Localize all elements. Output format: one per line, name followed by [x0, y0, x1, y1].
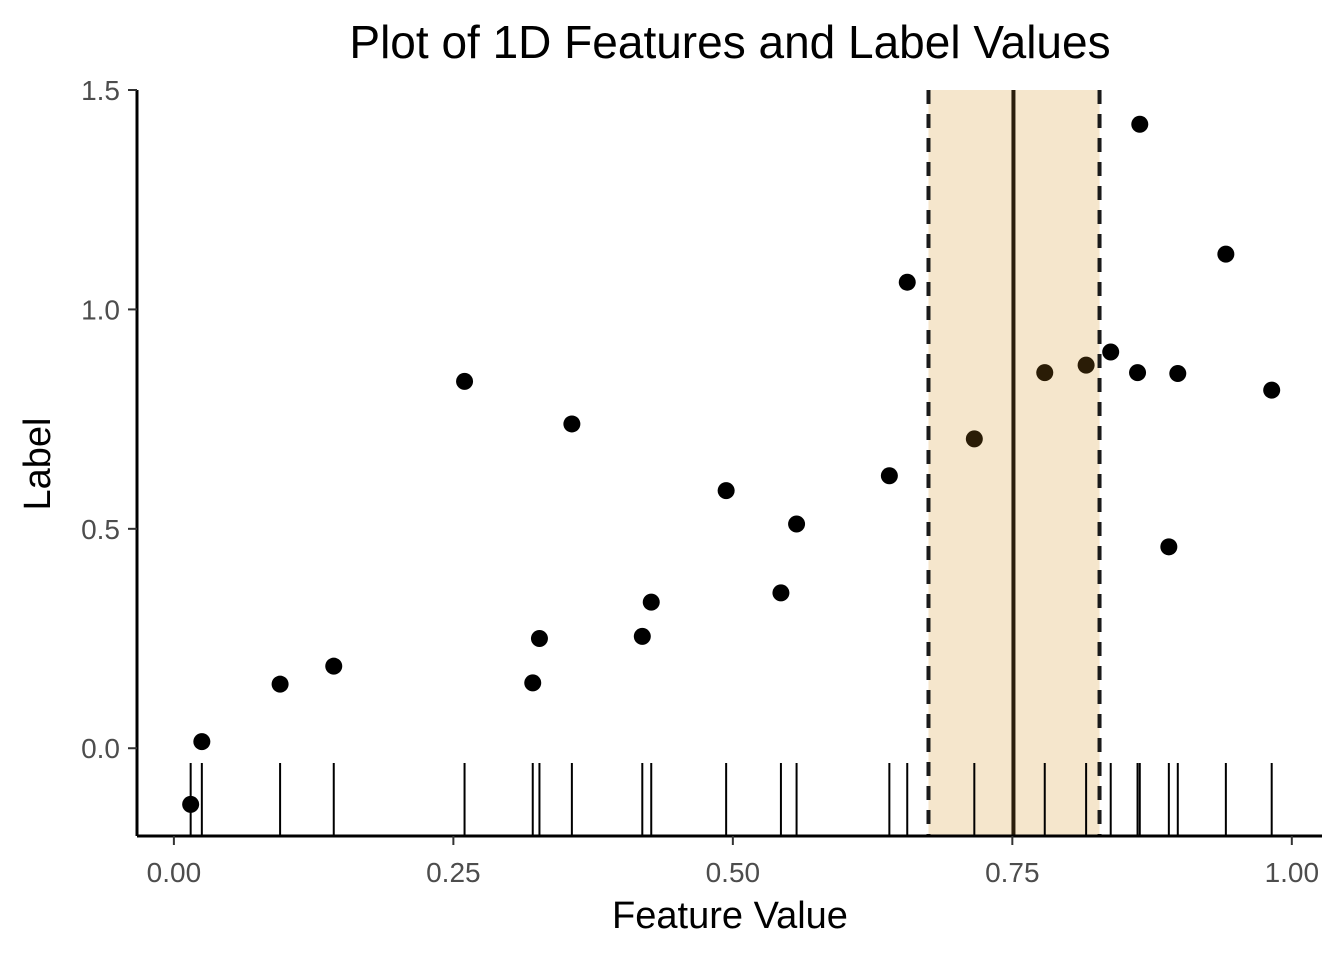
rug-group	[189, 763, 1273, 836]
points-group	[182, 115, 1281, 813]
data-point	[524, 674, 542, 692]
data-point	[271, 675, 289, 693]
x-tick-label: 0.25	[426, 857, 481, 888]
data-point	[1169, 364, 1187, 382]
y-tick-label: 1.5	[81, 75, 120, 106]
data-point	[1102, 343, 1120, 361]
data-point	[788, 515, 806, 533]
data-point	[563, 415, 581, 433]
data-point	[633, 627, 651, 645]
y-tick-label: 1.0	[81, 294, 120, 325]
data-point	[1160, 538, 1178, 556]
data-point	[717, 482, 735, 500]
x-tick-label: 0.75	[985, 857, 1040, 888]
x-axis-label: Feature Value	[612, 895, 848, 937]
data-point	[325, 657, 343, 675]
data-point	[965, 430, 983, 448]
y-tick-label: 0.5	[81, 514, 120, 545]
data-point	[898, 273, 916, 291]
data-point	[880, 467, 898, 485]
data-point	[1131, 115, 1149, 133]
ticks-group: 0.00 0.25 0.50 0.75 1.00 0.0 0.5 1.0 1.5	[81, 75, 1319, 888]
y-axis-label: Label	[17, 418, 59, 511]
x-tick-label: 0.50	[706, 857, 761, 888]
data-point	[1077, 356, 1095, 374]
data-point	[182, 795, 200, 813]
data-point	[1263, 381, 1281, 399]
y-tick-label: 0.0	[81, 733, 120, 764]
data-point	[642, 593, 660, 611]
highlight-band-group	[926, 90, 1102, 836]
data-point	[456, 372, 474, 390]
data-point	[530, 630, 548, 648]
data-point	[1129, 364, 1147, 382]
data-point	[1036, 364, 1054, 382]
data-point	[193, 733, 211, 751]
data-point	[772, 584, 790, 602]
x-tick-label: 1.00	[1265, 857, 1320, 888]
x-tick-label: 0.00	[147, 857, 202, 888]
axes-group	[135, 90, 1322, 838]
chart-title: Plot of 1D Features and Label Values	[349, 16, 1110, 68]
data-point	[1217, 245, 1235, 263]
